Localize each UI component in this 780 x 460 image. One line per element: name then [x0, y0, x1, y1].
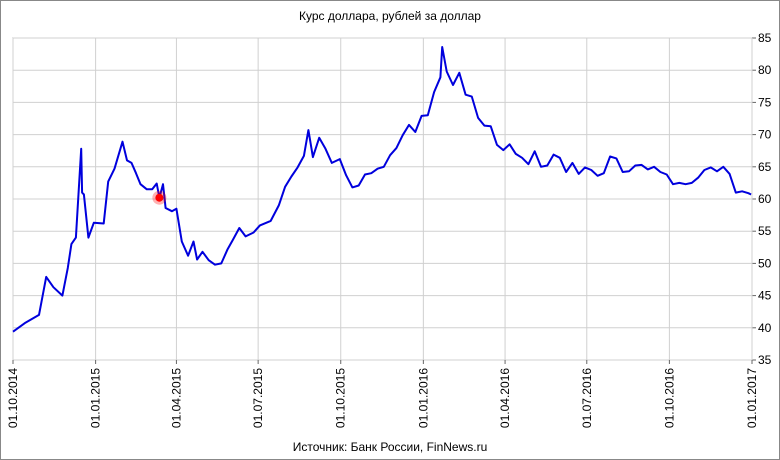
chart-title: Курс доллара, рублей за доллар [299, 9, 481, 23]
source: Источник: Банк России, FinNews.ru [293, 440, 488, 454]
y-tick-label: 85 [758, 31, 772, 45]
x-tick-label: 01.04.2015 [169, 368, 183, 428]
highlight-point [155, 193, 164, 202]
x-tick-label: 01.10.2015 [334, 368, 348, 428]
y-tick-label: 75 [758, 95, 772, 109]
x-tick-label: 01.04.2016 [498, 368, 512, 428]
x-tick-label: 01.10.2016 [662, 368, 676, 428]
x-tick-label: 01.07.2016 [580, 368, 594, 428]
y-tick-label: 55 [758, 224, 772, 238]
x-tick-label: 01.10.2014 [6, 368, 20, 428]
y-tick-label: 50 [758, 256, 772, 270]
y-tick-label: 70 [758, 128, 772, 142]
y-tick-label: 35 [758, 353, 772, 367]
y-tick-label: 40 [758, 321, 772, 335]
y-tick-label: 65 [758, 160, 772, 174]
line-series [12, 46, 752, 333]
x-tick-label: 01.01.2015 [89, 368, 103, 428]
y-tick-label: 60 [758, 192, 772, 206]
x-tick-label: 01.07.2015 [251, 368, 265, 428]
y-tick-label: 45 [758, 289, 772, 303]
x-tick-label: 01.01.2017 [745, 368, 759, 428]
x-tick-label: 01.01.2016 [416, 368, 430, 428]
y-tick-label: 80 [758, 63, 772, 77]
